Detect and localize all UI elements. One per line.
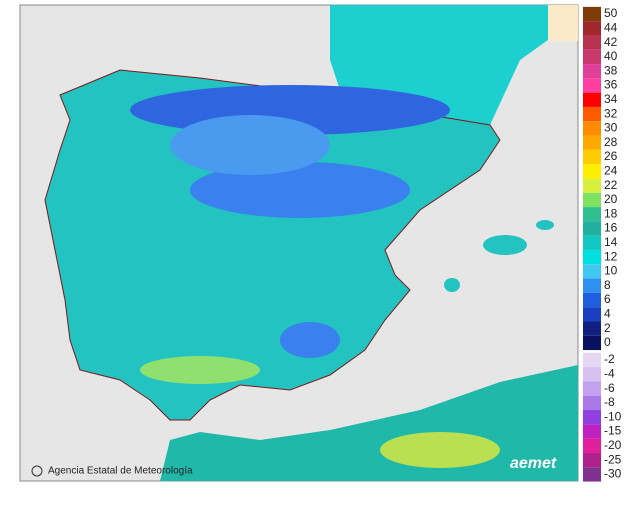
legend-label: -20 (604, 438, 622, 452)
legend-swatch (583, 6, 601, 22)
legend-swatch (583, 381, 601, 396)
cold-centre (190, 162, 410, 218)
legend-swatch (583, 164, 601, 179)
legend-label: 38 (604, 63, 618, 77)
legend-label: 50 (604, 6, 618, 20)
land-beige (548, 5, 578, 41)
agency-credit: Agencia Estatal de Meteorología (48, 466, 193, 477)
legend-swatch (583, 49, 601, 65)
legend-label: 10 (604, 264, 618, 278)
legend-label: 4 (604, 306, 611, 320)
legend-swatch (583, 264, 601, 279)
iberia (44, 69, 501, 421)
legend-swatch (583, 410, 601, 425)
legend-swatch (583, 235, 601, 250)
legend-swatch (583, 395, 601, 411)
legend-swatch (583, 467, 601, 482)
mallorca (483, 235, 527, 255)
legend-label: -4 (604, 366, 615, 380)
legend-label: -25 (604, 452, 622, 466)
legend-label: 34 (604, 92, 618, 106)
legend-label: -8 (604, 395, 615, 409)
warm-south (140, 356, 260, 384)
legend-label: 14 (604, 235, 618, 249)
legend-label: 40 (604, 49, 618, 63)
legend-swatch (583, 424, 601, 439)
legend-swatch (583, 149, 601, 165)
legend-label: 18 (604, 206, 618, 220)
aemet-logo: aemet (510, 455, 557, 472)
legend-swatch (583, 321, 601, 336)
legend-swatch (583, 21, 601, 36)
legend-swatch (583, 249, 601, 265)
legend-label: 16 (604, 221, 618, 235)
legend-swatch (583, 121, 601, 136)
legend-label: -6 (604, 381, 615, 395)
legend-swatch (583, 221, 601, 236)
legend-label: 44 (604, 20, 618, 34)
cold-sierra (280, 322, 340, 358)
legend-swatch (583, 78, 601, 93)
legend-label: -10 (604, 409, 622, 423)
copyright-icon (31, 465, 43, 477)
legend-label: 28 (604, 135, 618, 149)
legend-label: 22 (604, 178, 618, 192)
cold-meseta (170, 115, 330, 175)
menorca (536, 220, 554, 230)
legend-swatch (583, 92, 601, 107)
legend-swatch (583, 278, 601, 293)
legend-swatch (583, 178, 601, 193)
legend-swatch (583, 452, 601, 468)
legend-swatch (583, 307, 601, 322)
legend-label: 0 (604, 335, 611, 349)
legend-label: 6 (604, 292, 611, 306)
legend-label: 24 (604, 163, 618, 177)
legend-swatch (583, 106, 601, 122)
legend-swatch (583, 292, 601, 308)
legend-swatch (583, 135, 601, 150)
legend-label: 36 (604, 78, 618, 92)
legend-label: 12 (604, 249, 618, 263)
legend-label: 30 (604, 121, 618, 135)
legend-swatch (583, 207, 601, 222)
ibiza (444, 278, 460, 292)
legend-swatch (583, 367, 601, 382)
legend-swatch (583, 192, 601, 208)
legend-swatch (583, 35, 601, 50)
legend: 5044424038363432302826242220181614121086… (583, 6, 622, 482)
legend-label: 2 (604, 321, 611, 335)
legend-swatch (583, 352, 601, 368)
africa-warm (380, 432, 500, 468)
legend-swatch (583, 335, 601, 351)
legend-label: 42 (604, 35, 618, 49)
legend-label: 26 (604, 149, 618, 163)
legend-swatch (583, 438, 601, 453)
legend-label: 20 (604, 192, 618, 206)
legend-swatch (583, 64, 601, 79)
legend-label: -2 (604, 352, 615, 366)
legend-label: 8 (604, 278, 611, 292)
legend-label: -30 (604, 467, 622, 481)
legend-label: 32 (604, 106, 618, 120)
legend-label: -15 (604, 424, 622, 438)
